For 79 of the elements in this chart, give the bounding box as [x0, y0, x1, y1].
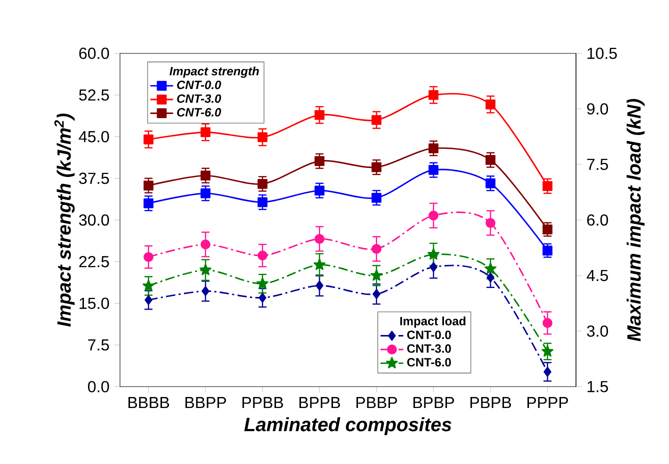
y-tick-label: 15.0: [80, 298, 109, 309]
point: [372, 289, 380, 299]
point: [484, 262, 496, 274]
point: [202, 286, 210, 296]
point: [428, 143, 438, 154]
point: [258, 178, 268, 189]
point: [258, 292, 266, 303]
y-tick-label: 45.0: [78, 131, 109, 142]
x-tick-label: BPBP: [413, 397, 454, 408]
y-tick-label: 22.5: [79, 256, 109, 268]
legend-label: CNT-6.0: [407, 358, 451, 367]
point: [200, 188, 210, 198]
x-tick-label: PBBP: [356, 397, 397, 408]
y-tick-label: 30.0: [79, 214, 109, 226]
y2-tick-label: 9.0: [587, 103, 608, 115]
point: [542, 345, 554, 357]
point: [370, 269, 382, 281]
x-tick-label: BPPB: [299, 397, 340, 408]
point: [372, 244, 382, 254]
x-tick-label: BBPP: [185, 397, 226, 408]
point: [428, 165, 438, 175]
point: [144, 295, 152, 305]
text: Impact strength: [170, 66, 259, 78]
x-axis-title: Laminated composites: [244, 417, 452, 436]
point: [542, 318, 552, 328]
y-tick-label: 52.5: [79, 89, 109, 101]
y-axis-title: Impact strength (kJ/m$^{2}$): [54, 114, 75, 327]
point: [428, 90, 438, 100]
x-tick-label: PBPB: [470, 397, 511, 408]
point: [314, 234, 324, 244]
point: [258, 250, 268, 260]
y-tick-label: 0.0: [88, 380, 109, 392]
point: [372, 162, 382, 172]
y2-tick-label: 6.0: [587, 214, 608, 226]
point: [316, 280, 324, 290]
point: [314, 186, 324, 196]
point: [428, 210, 438, 220]
y2-tick-label: 3.0: [586, 325, 608, 337]
point: [486, 178, 496, 188]
point: [258, 132, 268, 142]
x-tick-label: BBBB: [128, 397, 170, 408]
point: [144, 180, 154, 190]
point: [314, 156, 324, 166]
legend-label: CNT-0.0: [407, 330, 451, 340]
point: [486, 272, 494, 282]
y2-axis-title: Maximum impact load (kN): [626, 98, 645, 342]
y-tick-label: 7.5: [88, 339, 109, 351]
y-tick-label: 37.5: [79, 172, 109, 184]
point: [314, 110, 324, 120]
point: [142, 280, 154, 292]
point: [144, 252, 154, 262]
y2-tick-label: 4.5: [586, 270, 608, 282]
legend-label: CNT-0.0: [177, 80, 222, 90]
legend-label: CNT-3.0: [177, 94, 222, 103]
point: [486, 155, 496, 165]
point: [372, 192, 382, 203]
point: [428, 248, 440, 260]
point: [200, 264, 212, 276]
y2-tick-label: 1.5: [588, 381, 608, 392]
point: [256, 277, 268, 289]
point: [486, 218, 496, 228]
point: [430, 262, 438, 272]
legend-label: CNT-6.0: [177, 108, 222, 117]
y2-tick-label: 10.5: [588, 48, 617, 59]
point: [200, 127, 210, 138]
point: [258, 197, 268, 208]
x-tick-label: PPPP: [527, 397, 568, 408]
point: [486, 100, 496, 110]
point: [144, 134, 154, 144]
y-tick-label: 60.0: [79, 48, 109, 59]
point: [544, 366, 552, 377]
point: [200, 240, 210, 250]
point: [372, 115, 382, 125]
x-tick-label: PPBB: [242, 397, 283, 408]
legend-label: CNT-3.0: [407, 344, 451, 353]
point: [314, 258, 326, 270]
point: [200, 170, 210, 180]
text: Impact load: [400, 316, 466, 328]
y2-tick-label: 7.5: [587, 158, 608, 170]
